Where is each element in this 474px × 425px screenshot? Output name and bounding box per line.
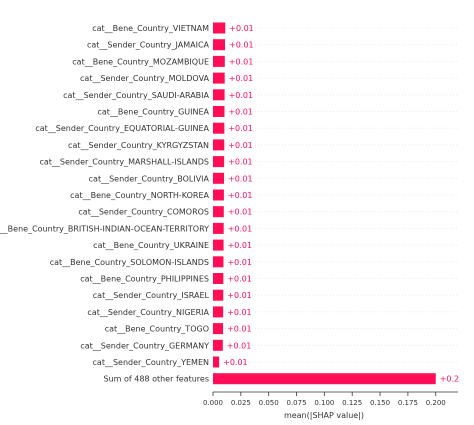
x-tick-label: 0.125 [342,399,362,407]
x-tick-label: 0.200 [426,399,446,407]
bar [213,206,224,218]
feature-label: cat__Bene_Country_PHILIPPINES [80,275,209,284]
bar [213,373,436,385]
bar [213,189,224,201]
bar [213,273,224,284]
bar [213,289,224,301]
bar-value-label: +0.01 [229,24,254,33]
bar-value-label: +0.01 [227,275,252,284]
bar-value-label: +0.01 [229,91,254,100]
bar-value-label: +0.01 [229,57,254,66]
feature-label: cat__Sender_Country_NIGERIA [87,308,209,317]
bar-value-label: +0.01 [228,174,253,183]
feature-label: cat__Sender_Country_YEMEN [93,358,209,367]
feature-label: cat__Bene_Country_GUINEA [97,108,209,117]
bar [213,22,226,34]
bar [213,106,225,117]
bar [213,55,225,67]
feature-label: cat__Bene_Country_NORTH-KOREA [70,191,209,200]
bar [213,89,225,101]
feature-label: cat__Bene_Country_MOZAMBIQUE [72,57,209,66]
x-tick-label: 0.175 [398,399,418,407]
feature-label: cat__Sender_Country_COMOROS [78,208,209,217]
x-tick-label: 0.075 [286,399,306,407]
bar [213,323,224,335]
feature-label: cat__Sender_Country_KYRGYZSTAN [68,141,209,150]
bars [213,22,436,385]
feature-label: cat__Bene_Country_TOGO [105,325,209,334]
x-axis-title: mean(|SHAP value|) [284,411,364,420]
bar-value-label: +0.01 [228,224,253,233]
bar-value-label: +0.2 [440,375,459,384]
bar-value-label: +0.01 [227,308,252,317]
bar [213,339,223,351]
bar-value-label: +0.01 [227,291,252,300]
feature-labels: cat__Bene_Country_VIETNAM cat__Sender_Cou… [0,24,210,384]
grid-lines [213,27,458,380]
bar [213,306,224,318]
x-tick-label: 0.050 [259,399,279,407]
bar [213,156,225,168]
x-tick-label: 0.025 [231,399,251,407]
x-tick-label: 0.150 [370,399,390,407]
bar [213,172,225,184]
feature-label: cat__Sender_Country_BOLIVIA [89,174,210,183]
bar-value-label: +0.01 [229,74,254,83]
feature-label: cat__Sender_Country_MOLDOVA [80,74,210,83]
bar [213,222,224,234]
feature-label: cat__Sender_Country_MARSHALL-ISLANDS [39,158,209,167]
feature-label: cat__Bene_Country_VIETNAM [92,24,209,33]
bar-value-label: +0.01 [228,124,253,133]
bar-value-label: +0.01 [223,358,248,367]
bar [213,239,224,251]
bar [213,122,225,134]
bar-value-label: +0.01 [228,158,253,167]
feature-label: cat__Sender_Country_ISRAEL [93,291,210,300]
bar-value-label: +0.01 [227,258,252,267]
feature-label: cat__Bene_Country_UKRAINE [93,241,209,250]
bar-value-label: +0.01 [229,41,254,50]
bar-value-label: +0.01 [228,141,253,150]
bar [213,139,225,151]
bar-value-label: +0.01 [227,325,252,334]
value-labels: +0.01 +0.01 +0.01 +0.01 +0.01 +0.01 +0.01 +0.01… [223,24,459,384]
feature-label: cat__Sender_Country_GERMANY [80,341,209,350]
bar-value-label: +0.01 [227,341,252,350]
x-axis: 0.000 0.025 0.050 0.075 0.100 0.125 0.150 0.175… [203,391,458,407]
bar [213,356,220,368]
bar-value-label: +0.01 [228,208,253,217]
feature-label: cat__Bene_Country_SOLOMON-ISLANDS [50,258,209,267]
feature-label: Sum of 488 other features [104,375,209,384]
feature-label: cat__Sender_Country_SAUDI-ARABIA [63,91,209,100]
feature-label: cat__Sender_Country_EQUATORIAL-GUINEA [35,124,209,133]
x-tick-label: 0.100 [314,399,334,407]
bar-value-label: +0.01 [228,191,253,200]
bar [213,256,224,268]
feature-label: cat__Bene_Country_BRITISH-INDIAN-OCEAN-T… [0,224,209,233]
bar [213,39,226,51]
bar-value-label: +0.01 [228,108,253,117]
feature-label: cat__Sender_Country_JAMAICA [87,41,210,50]
x-tick-label: 0.000 [203,399,223,407]
bar [213,72,225,84]
bar-value-label: +0.01 [228,241,253,250]
